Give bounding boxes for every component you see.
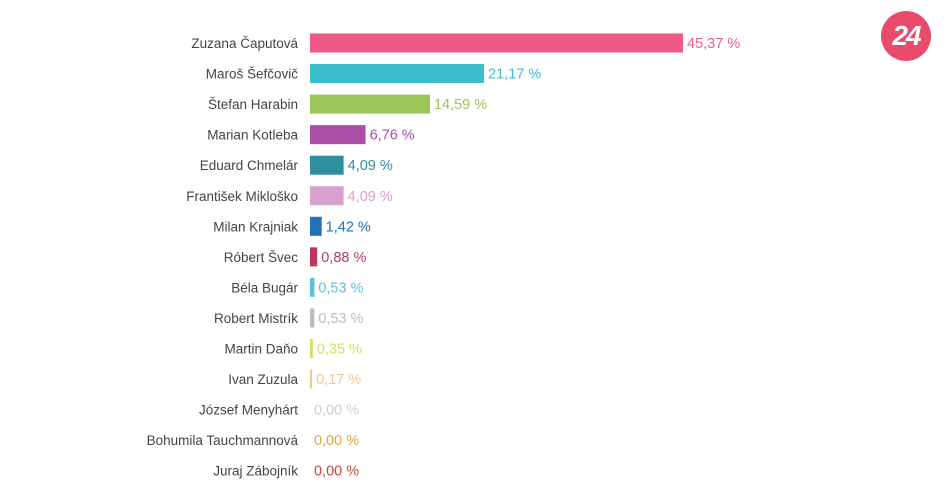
value-label: 0,00 % bbox=[314, 403, 359, 419]
category-label: Milan Krajniak bbox=[213, 219, 298, 234]
value-label: 6,76 % bbox=[370, 128, 415, 144]
value-label: 0,88 % bbox=[321, 250, 366, 266]
category-label: Marian Kotleba bbox=[207, 128, 298, 143]
category-label: František Mikloško bbox=[186, 189, 298, 204]
brand-logo: 24 bbox=[881, 11, 931, 61]
category-label: Bohumila Tauchmannová bbox=[147, 433, 299, 448]
category-labels: Zuzana Čaputová Maroš Šefčovič Štefan Hara… bbox=[147, 36, 299, 479]
category-label: Martin Daňo bbox=[224, 342, 298, 357]
value-label: 0,17 % bbox=[316, 372, 361, 388]
bar[interactable] bbox=[310, 94, 430, 114]
value-label: 0,35 % bbox=[317, 342, 362, 358]
bar[interactable] bbox=[310, 277, 315, 297]
value-label: 45,37 % bbox=[687, 36, 740, 52]
bar[interactable] bbox=[310, 64, 485, 84]
brand-logo-text: 24 bbox=[892, 20, 921, 51]
category-label: Juraj Zábojník bbox=[213, 464, 298, 479]
category-label: József Menyhárt bbox=[199, 403, 298, 418]
value-label: 4,09 % bbox=[348, 158, 393, 174]
category-label: Maroš Šefčovič bbox=[206, 67, 299, 82]
value-label: 21,17 % bbox=[488, 67, 541, 83]
category-label: Štefan Harabin bbox=[208, 97, 298, 112]
bar[interactable] bbox=[310, 216, 322, 236]
category-label: Béla Bugár bbox=[231, 280, 298, 295]
value-label: 0,53 % bbox=[318, 311, 363, 327]
value-label: 0,53 % bbox=[318, 280, 363, 296]
value-label: 1,42 % bbox=[326, 219, 371, 235]
value-label: 0,00 % bbox=[314, 433, 359, 449]
bar[interactable] bbox=[310, 33, 683, 53]
bar[interactable] bbox=[310, 247, 318, 267]
bar[interactable] bbox=[310, 155, 344, 175]
value-label: 0,00 % bbox=[314, 464, 359, 480]
bar[interactable] bbox=[310, 125, 366, 145]
bars bbox=[310, 33, 683, 389]
value-labels: 45,37 % 21,17 %14,59 % 6,76 % 4,09 % 4,09 % 1… bbox=[314, 36, 740, 480]
bar[interactable] bbox=[310, 369, 312, 389]
value-label: 4,09 % bbox=[348, 189, 393, 205]
category-label: Zuzana Čaputová bbox=[191, 36, 298, 51]
bar[interactable] bbox=[310, 339, 313, 358]
bar[interactable] bbox=[310, 186, 344, 206]
bar[interactable] bbox=[310, 308, 315, 328]
category-label: Róbert Švec bbox=[224, 250, 299, 265]
category-label: Robert Mistrík bbox=[214, 311, 298, 326]
value-label: 14,59 % bbox=[434, 97, 487, 113]
category-label: Ivan Zuzula bbox=[228, 372, 298, 387]
category-label: Eduard Chmelár bbox=[200, 158, 299, 173]
